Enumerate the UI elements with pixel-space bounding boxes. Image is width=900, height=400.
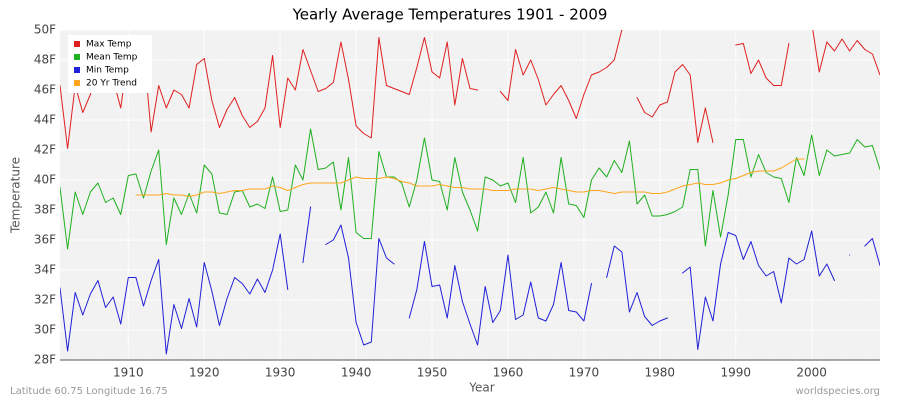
x-tick-label: 2000 <box>796 366 827 380</box>
y-tick-label: 46F <box>34 83 56 97</box>
x-tick-label: 1970 <box>569 366 600 380</box>
legend-label: Mean Temp <box>86 53 138 63</box>
series-line <box>60 128 880 250</box>
x-tick-label: 1980 <box>645 366 676 380</box>
x-tick-label: 1930 <box>265 366 296 380</box>
y-tick-label: 48F <box>34 53 56 67</box>
legend-box <box>68 35 152 93</box>
y-tick-label: 42F <box>34 143 56 157</box>
x-tick-label: 1990 <box>720 366 751 380</box>
legend-swatch <box>74 67 80 73</box>
legend-swatch <box>74 41 80 47</box>
x-tick-label: 1910 <box>113 366 144 380</box>
legend-swatch <box>74 80 80 86</box>
footer-left: Latitude 60.75 Longitude 16.75 <box>10 386 168 397</box>
lines <box>60 30 880 355</box>
chart-title: Yearly Average Temperatures 1901 - 2009 <box>292 6 608 24</box>
x-tick-label: 1950 <box>417 366 448 380</box>
y-tick-label: 34F <box>34 263 56 277</box>
y-tick-label: 40F <box>34 173 56 187</box>
y-tick-label: 50F <box>34 23 56 37</box>
y-tick-label: 38F <box>34 203 56 217</box>
legend-label: Max Temp <box>86 40 132 50</box>
y-axis-label: Temperature <box>9 157 23 234</box>
x-tick-label: 1960 <box>493 366 524 380</box>
legend-swatch <box>74 54 80 60</box>
legend-label: 20 Yr Trend <box>86 79 137 89</box>
x-tick-label: 1920 <box>189 366 220 380</box>
x-axis-label: Year <box>468 381 494 395</box>
y-tick-label: 30F <box>34 323 56 337</box>
y-tick-label: 32F <box>34 293 56 307</box>
legend-label: Min Temp <box>86 66 129 76</box>
y-tick-label: 28F <box>34 353 56 367</box>
x-tick-label: 1940 <box>341 366 372 380</box>
footer-right: worldspecies.org <box>796 386 880 397</box>
y-tick-label: 36F <box>34 233 56 247</box>
series-line <box>135 158 805 197</box>
legend: Max Temp Mean Temp Min Temp 20 Yr Trend <box>68 35 152 93</box>
series-line <box>60 30 880 149</box>
y-tick-label: 44F <box>34 113 56 127</box>
series-line <box>60 206 880 355</box>
